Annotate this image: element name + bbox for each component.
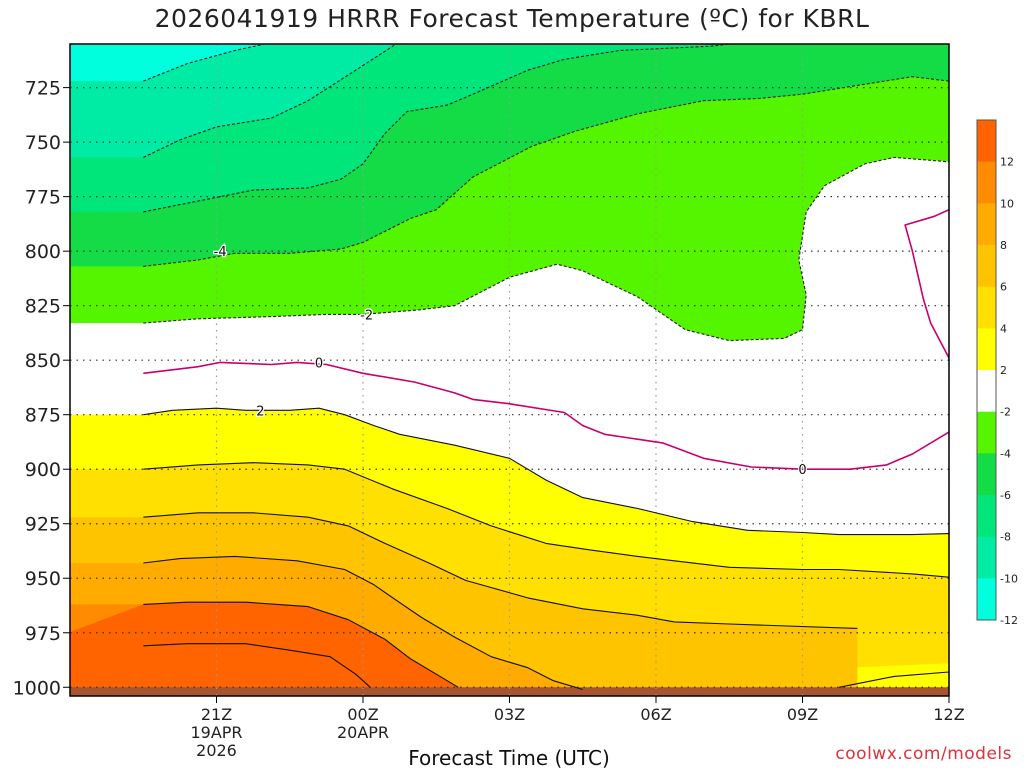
x-tick-label: 09Z [787,705,818,724]
contour-line [143,76,949,267]
y-tick-label: 825 [25,296,61,318]
x-tick-date-label: 20APR [337,723,389,742]
contour-label-layer: -4 -2 0 0 2 [212,244,807,480]
colorbar-swatch [977,161,996,204]
contour-line [143,643,371,688]
contour-line [143,407,949,536]
x-tick-label: 00Z [347,705,378,724]
colorbar-tick-label: 12 [1000,156,1014,169]
contour-line [143,44,734,213]
colorbar-swatch [977,328,996,371]
y-tick-label: 1000 [13,677,61,699]
y-tick-label: 850 [25,350,61,372]
x-tick-date-label: 19APR [190,723,242,742]
y-tick-label: 750 [25,132,61,154]
colorbar-tick-label: -8 [1000,531,1011,544]
chart-title: 2026041919 HRRR Forecast Temperature (ºC… [154,4,870,33]
band-fill [70,602,459,696]
x-tick-label: 21Z [201,705,232,724]
contour-line [143,361,949,471]
y-tick-label: 775 [25,187,61,209]
contour-line [143,462,949,578]
y-tick-label: 800 [25,241,61,263]
colorbar-swatch [977,536,996,579]
y-tick-label: 900 [25,459,61,481]
colorbar-tick-label: 8 [1000,239,1007,252]
x-tick-year-label: 2026 [196,741,237,760]
temperature-fill-layer [70,44,949,696]
y-tick-label: 975 [25,623,61,645]
contour-label: 0 [315,356,323,371]
colorbar-tick-label: -6 [1000,489,1011,502]
contour-label: 2 [256,404,264,419]
contour-line [143,555,583,691]
colorbar-swatch [977,245,996,288]
contour-line [838,671,949,688]
colorbar-tick-label: -12 [1000,614,1018,627]
colorbar-swatch [977,120,996,163]
colorbar-tick-label: 4 [1000,322,1007,335]
contour-line [143,512,858,629]
colorbar-frame [976,119,997,621]
colorbar-tick-label: -2 [1000,406,1011,419]
colorbar-swatch [977,411,996,454]
x-axis-label: Forecast Time (UTC) [408,746,610,768]
x-tick-label: 12Z [933,705,964,724]
contour-layer [143,44,949,691]
y-tick-label: 925 [25,514,61,536]
contour-line [904,208,949,359]
contour-label: -4 [214,245,227,260]
ground-strip [70,687,949,696]
y-tick-label: 875 [25,405,61,427]
colorbar-swatch [977,203,996,246]
contour-line [143,44,268,82]
contour-label: -2 [360,308,373,323]
colorbar: 12 10 8 6 4 2 -2 -4 -6 -8 -10 -12 [976,119,1018,627]
contour-line [143,601,459,688]
colorbar-tick-label: 2 [1000,364,1007,377]
colorbar-swatch [977,578,996,621]
ground-layer [70,687,949,696]
contour-line [143,156,949,342]
colorbar-swatch [977,370,996,413]
credit-text: coolwx.com/models [835,744,1012,764]
y-tick-label: 725 [25,78,61,100]
colorbar-swatch [977,453,996,496]
colorbar-tick-label: -4 [1000,447,1011,460]
colorbar-swatch [977,286,996,329]
y-axis: 725 750 775 800 825 850 875 900 925 950 975 1000 [13,78,70,699]
colorbar-tick-label: 10 [1000,197,1014,210]
x-tick-label: 03Z [494,705,525,724]
x-tick-label: 06Z [640,705,671,724]
colorbar-tick-label: -10 [1000,572,1018,585]
colorbar-tick-label: 6 [1000,281,1007,294]
contour-line [143,44,398,158]
contour-label: 0 [798,463,806,478]
y-tick-label: 950 [25,568,61,590]
colorbar-swatch [977,495,996,538]
grid-layer [70,44,949,696]
